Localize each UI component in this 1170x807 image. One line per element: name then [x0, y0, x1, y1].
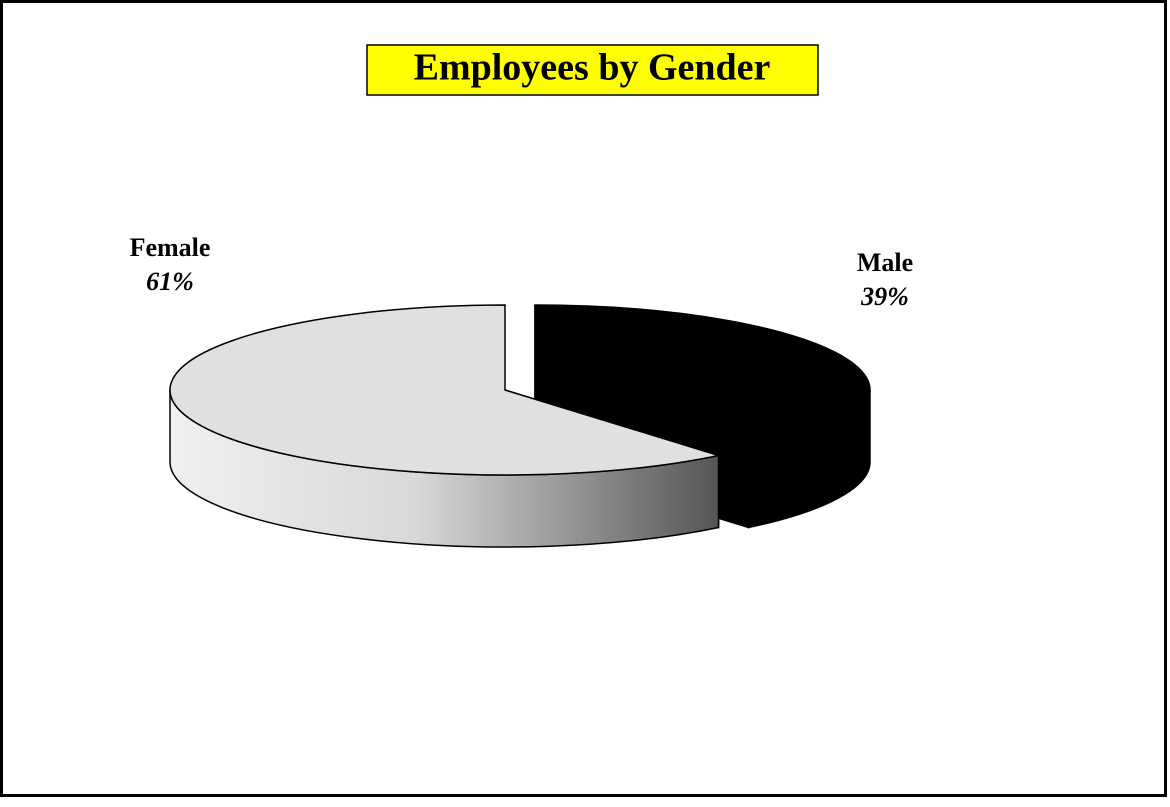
- slice-value-label: 61%: [146, 267, 194, 296]
- slice-label: Female: [130, 233, 211, 262]
- slice-label: Male: [857, 248, 913, 277]
- slice: [534, 304, 871, 457]
- title-box: [366, 44, 819, 96]
- slice: [169, 304, 719, 476]
- slice-value-label: 39%: [860, 282, 909, 311]
- chart-title: Employees by Gender: [414, 47, 771, 89]
